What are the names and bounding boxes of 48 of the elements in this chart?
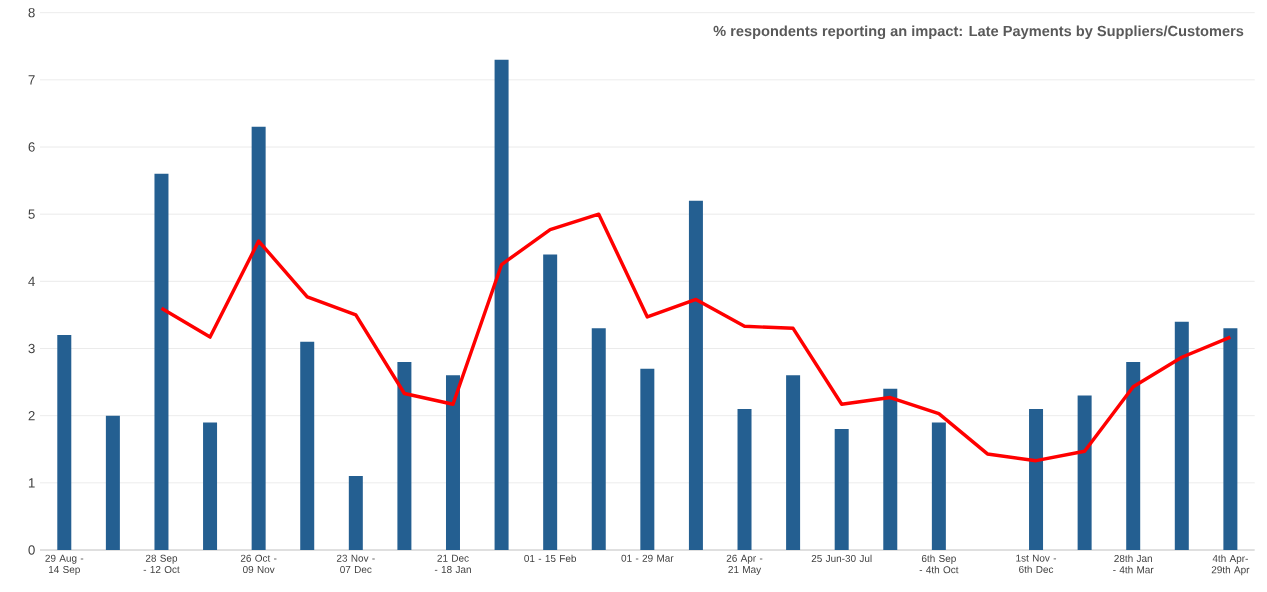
bar: [834, 429, 849, 550]
bar: [1223, 328, 1238, 550]
y-tick-label: 7: [28, 75, 35, 85]
bar: [494, 59, 509, 550]
bar: [1126, 361, 1141, 550]
bar: [591, 328, 606, 550]
x-tick-label: 1st Nov - 6th Dec: [1016, 554, 1057, 573]
bar: [640, 368, 655, 550]
x-tick-label: 01 - 15 Feb: [524, 554, 577, 563]
y-tick-label: 6: [28, 142, 35, 152]
bar: [1077, 395, 1092, 550]
bar: [786, 375, 801, 550]
y-tick-label: 3: [28, 343, 35, 354]
bar: [931, 422, 946, 550]
bar: [737, 408, 752, 550]
x-tick-label: 01 - 29 Mar: [621, 554, 674, 562]
bar: [300, 341, 315, 550]
bar: [543, 254, 558, 550]
bar: [57, 335, 72, 550]
x-tick-label: 26 Oct - 09 Nov: [240, 554, 277, 574]
x-tick-label: 26 Apr - 21 May: [726, 554, 763, 575]
y-tick-label: 4: [28, 276, 35, 286]
x-tick-label: 23 Nov - 07 Dec: [336, 554, 375, 574]
bar: [1174, 321, 1189, 550]
x-tick-label: 28 Sep - 12 Oct: [143, 554, 180, 574]
bar: [251, 126, 266, 550]
text: % respondents reporting an impact: Late Payments by Suppliers/Customers: [713, 25, 1244, 40]
x-tick-label: 25 Jun-30 Jul: [811, 554, 872, 563]
bar: [105, 415, 120, 550]
y-tick-label: 2: [28, 411, 35, 421]
bar: [1029, 408, 1044, 550]
bar: [688, 200, 703, 550]
line-series: [159, 212, 1233, 463]
y-tick-label: 0: [28, 545, 35, 555]
y-tick-label: 1: [28, 478, 35, 488]
bar: [397, 361, 412, 550]
bar: [203, 422, 218, 550]
bar: [154, 173, 169, 550]
x-tick-label: 6th Sep - 4th Oct: [919, 554, 959, 574]
x-tick-label: 21 Dec - 18 Jan: [434, 554, 471, 574]
bar: [445, 375, 460, 550]
bar: [348, 476, 363, 550]
x-tick-label: 28th Jan - 4th Mar: [1113, 554, 1154, 574]
y-tick-label: 5: [28, 209, 35, 219]
bar: [883, 388, 898, 550]
x-tick-label: 4th Apr-29th Apr: [1211, 554, 1250, 576]
y-tick-label: 8: [28, 7, 35, 18]
x-tick-label: 29 Aug - 14 Sep: [45, 554, 84, 575]
